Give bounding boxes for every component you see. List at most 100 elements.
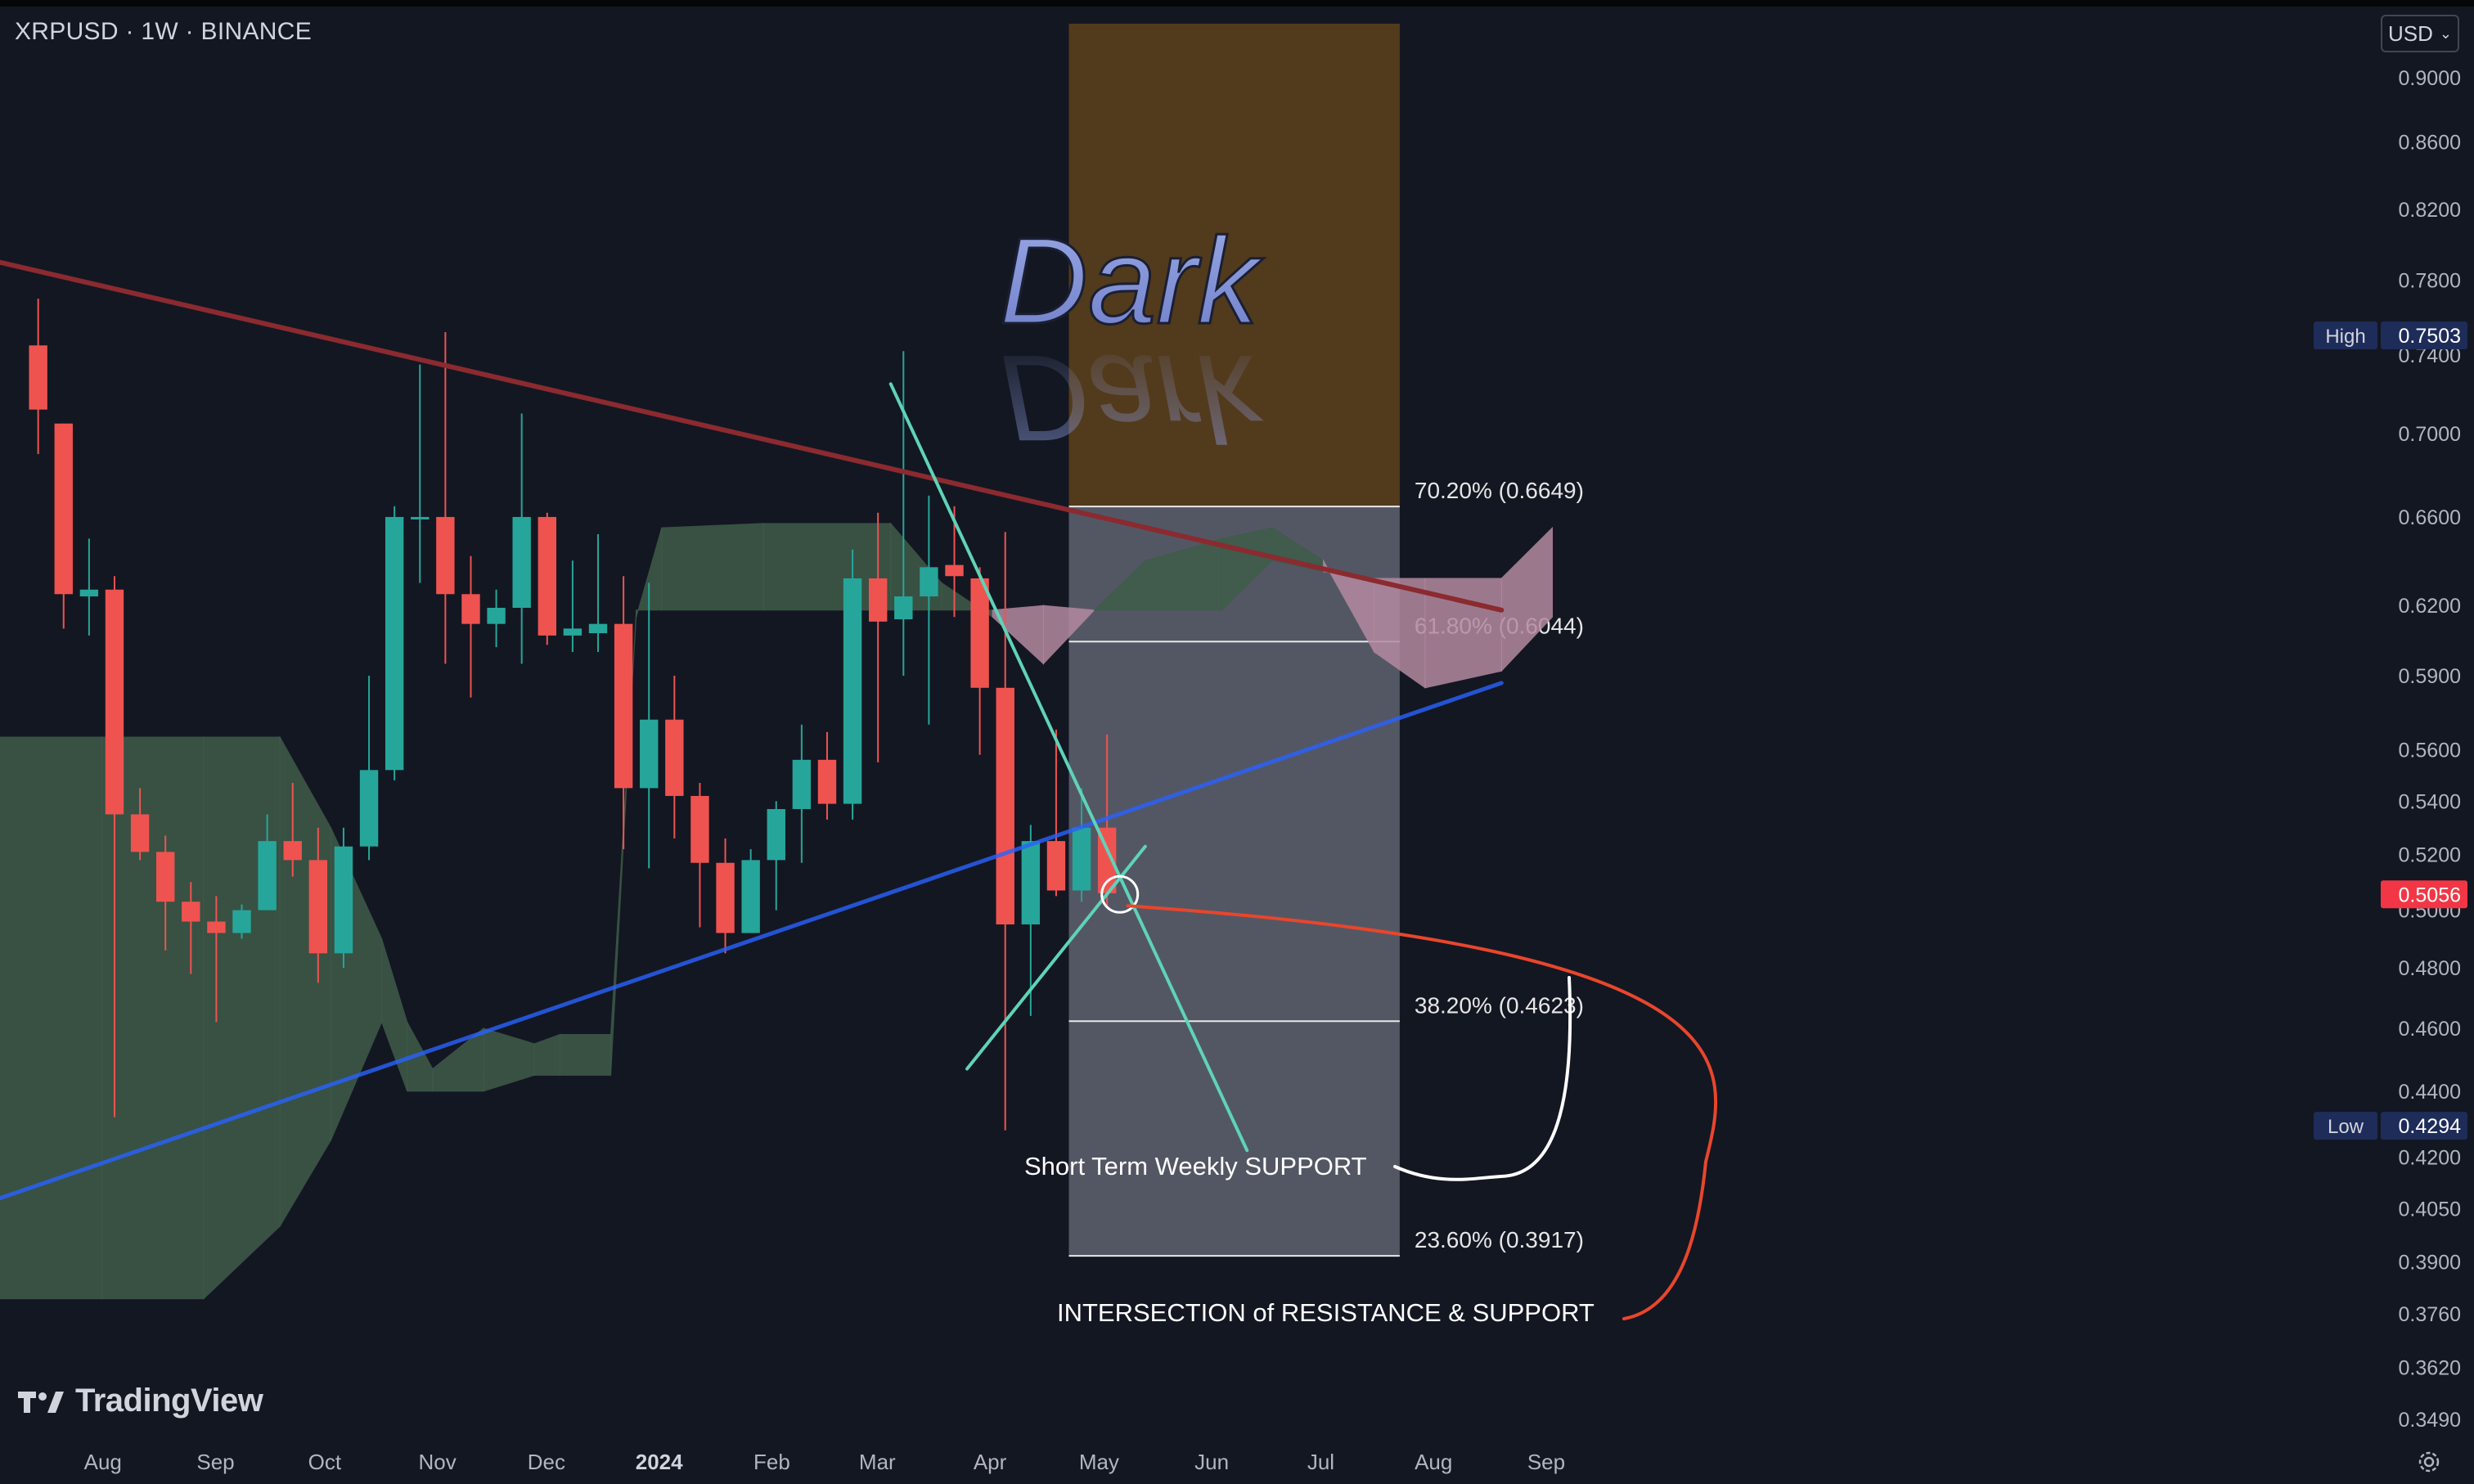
candle-body xyxy=(79,589,99,597)
fibonacci-retracement[interactable]: 70.20% (0.6649)61.80% (0.6044)38.20% (0.… xyxy=(1068,23,1584,1257)
last-price-badge[interactable]: 0.5056 xyxy=(2381,880,2467,909)
candle[interactable] xyxy=(920,495,938,725)
candle[interactable] xyxy=(894,351,913,677)
time-tick-label: Jul xyxy=(1307,1450,1334,1474)
candle[interactable] xyxy=(258,814,277,911)
symbol-title[interactable]: XRPUSD · 1W · BINANCE xyxy=(15,18,313,45)
candle[interactable] xyxy=(334,827,353,969)
short-term-resistance-line[interactable] xyxy=(888,382,1249,1153)
time-tick-label: Sep xyxy=(196,1450,234,1474)
candle[interactable] xyxy=(359,676,379,861)
candle[interactable] xyxy=(411,364,430,583)
candle[interactable] xyxy=(767,801,785,911)
candle-body xyxy=(283,841,302,861)
low-price-badge-tag: Low xyxy=(2328,1116,2364,1138)
candle-body xyxy=(1097,827,1117,893)
candlesticks[interactable] xyxy=(29,299,1117,1131)
candle[interactable] xyxy=(232,904,251,939)
currency-select[interactable]: USD ⌄ xyxy=(2381,15,2459,52)
candle[interactable] xyxy=(105,576,124,1117)
candle-body xyxy=(843,578,862,804)
candle-body xyxy=(767,808,785,861)
candle[interactable] xyxy=(54,423,73,629)
short-term-support-line[interactable] xyxy=(965,844,1147,1071)
price-tick-label: 0.4600 xyxy=(2399,1018,2461,1041)
candle[interactable] xyxy=(79,538,99,636)
candle[interactable] xyxy=(614,576,633,850)
candle-body xyxy=(1072,827,1091,891)
candle[interactable] xyxy=(29,299,47,454)
price-tick-label: 0.4050 xyxy=(2399,1198,2461,1221)
candle-body xyxy=(817,759,837,804)
candle[interactable] xyxy=(207,896,226,1023)
intersection-annotation-text: INTERSECTION of RESISTANCE & SUPPORT xyxy=(1057,1298,1595,1327)
price-tick-label: 0.4800 xyxy=(2399,957,2461,980)
price-tick-label: 0.8600 xyxy=(2399,132,2461,155)
candle[interactable] xyxy=(843,549,862,820)
candle[interactable] xyxy=(665,676,684,839)
candle[interactable] xyxy=(130,788,150,861)
candle[interactable] xyxy=(308,827,328,983)
price-tick-label: 0.6200 xyxy=(2399,595,2461,618)
candle[interactable] xyxy=(945,506,964,618)
candle[interactable] xyxy=(970,567,989,755)
candle[interactable] xyxy=(716,838,735,954)
tradingview-logo[interactable]: TradingView xyxy=(18,1383,263,1419)
candle-body xyxy=(359,770,379,847)
time-tick-label: Sep xyxy=(1527,1450,1565,1474)
candle-body xyxy=(563,628,583,636)
low-price-badge-value: 0.4294 xyxy=(2399,1115,2462,1138)
candle[interactable] xyxy=(817,731,837,820)
candle[interactable] xyxy=(1097,734,1117,908)
fib-lower-zone xyxy=(1068,506,1400,1257)
candle[interactable] xyxy=(538,512,556,645)
plot-area: 70.20% (0.6649)61.80% (0.6044)38.20% (0.… xyxy=(0,23,1718,1327)
candle[interactable] xyxy=(868,512,888,762)
high-price-badge[interactable]: High 0.7503 xyxy=(2314,321,2467,349)
price-tick-label: 0.4400 xyxy=(2399,1081,2461,1104)
candle[interactable] xyxy=(588,534,608,652)
time-tick-label: Nov xyxy=(418,1450,456,1474)
price-tick-label: 0.3760 xyxy=(2399,1303,2461,1326)
trendlines[interactable] xyxy=(0,259,1505,1201)
low-price-badge[interactable]: Low 0.4294 xyxy=(2314,1112,2467,1140)
top-edge xyxy=(0,0,2474,7)
price-tick-label: 0.5600 xyxy=(2399,739,2461,762)
low-price-badge-value-bg xyxy=(2381,1112,2467,1140)
candle[interactable] xyxy=(690,783,709,928)
candle[interactable] xyxy=(1046,729,1066,897)
candle-body xyxy=(155,852,175,902)
candle-body xyxy=(741,860,760,933)
gear-icon[interactable] xyxy=(2415,1448,2443,1476)
candle-body xyxy=(232,910,251,933)
candle[interactable] xyxy=(563,560,583,652)
candle[interactable] xyxy=(1072,788,1091,902)
candle[interactable] xyxy=(512,413,531,664)
cloud-segment xyxy=(203,736,281,1300)
candle[interactable] xyxy=(640,582,659,869)
candle-body xyxy=(411,516,430,519)
candle[interactable] xyxy=(461,555,480,698)
fib-level-label: 23.60% (0.3917) xyxy=(1415,1227,1584,1252)
support-trendline[interactable] xyxy=(0,681,1504,1201)
candle[interactable] xyxy=(1021,825,1041,1016)
intersection-annotation-arrow xyxy=(1126,904,1718,1320)
candle[interactable] xyxy=(182,882,200,974)
candle[interactable] xyxy=(436,332,455,664)
price-tick-label: 0.4200 xyxy=(2399,1146,2461,1169)
candle[interactable] xyxy=(283,783,302,877)
candle[interactable] xyxy=(155,835,175,951)
cloud-segment xyxy=(0,736,102,1300)
candle[interactable] xyxy=(385,506,404,780)
annotations: Short Term Weekly SUPPORT INTERSECTION of… xyxy=(1024,875,1718,1327)
candle-body xyxy=(130,814,150,852)
candle[interactable] xyxy=(741,849,760,933)
candle-body xyxy=(690,795,709,863)
candle[interactable] xyxy=(792,724,812,863)
time-axis[interactable]: Aug Sep Oct Nov Dec 2024 Feb Mar Apr May Jun Jul Aug… xyxy=(84,1450,1565,1474)
price-axis[interactable]: 0.90000.86000.82000.78000.74000.70000.66… xyxy=(2314,67,2467,1432)
high-price-badge-value-bg xyxy=(2381,321,2467,349)
candle[interactable] xyxy=(487,589,506,648)
resistance-trendline[interactable] xyxy=(0,259,1505,613)
